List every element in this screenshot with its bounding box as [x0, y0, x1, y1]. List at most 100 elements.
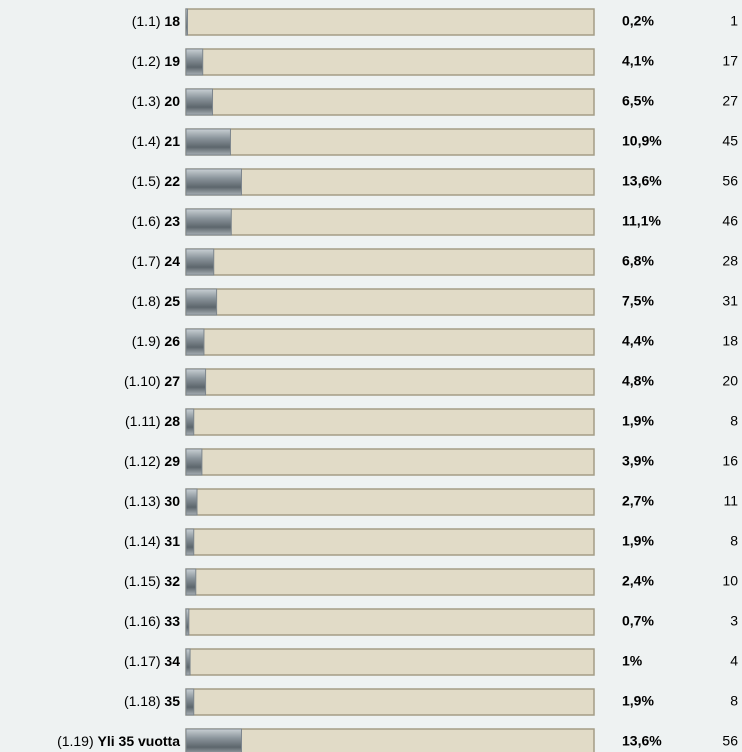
count-label: 3 — [730, 613, 738, 629]
row-code: (1.2) — [132, 53, 161, 69]
row-label: (1.3) 20 — [132, 93, 180, 109]
row-category: 34 — [164, 653, 180, 669]
bar — [185, 8, 188, 36]
count-label: 11 — [723, 493, 738, 509]
count-label: 17 — [722, 53, 738, 69]
bar-track — [185, 288, 595, 316]
value-label: 11,1% — [622, 213, 661, 229]
row-label: (1.6) 23 — [132, 213, 180, 229]
row-category: 35 — [164, 693, 180, 709]
row-label: (1.17) 34 — [124, 653, 180, 669]
value-label: 6,8% — [622, 253, 654, 269]
row-code: (1.11) — [125, 413, 161, 429]
row-code: (1.10) — [124, 373, 161, 389]
row-category: 19 — [164, 53, 180, 69]
row-category: 23 — [164, 213, 180, 229]
value-label: 13,6% — [622, 173, 662, 189]
count-label: 28 — [722, 253, 738, 269]
count-label: 8 — [730, 693, 738, 709]
row-label: (1.1) 18 — [132, 13, 180, 29]
bar-track — [185, 408, 595, 436]
bar-track — [185, 608, 595, 636]
count-label: 8 — [730, 533, 738, 549]
count-label: 8 — [730, 413, 738, 429]
row-code: (1.7) — [132, 253, 161, 269]
bar-track — [185, 88, 595, 116]
count-label: 16 — [722, 453, 738, 469]
bar-track — [185, 528, 595, 556]
row-category: 30 — [164, 493, 180, 509]
bar-track — [185, 248, 595, 276]
count-label: 31 — [722, 293, 738, 309]
bar — [185, 408, 195, 436]
row-category: 25 — [164, 293, 180, 309]
value-label: 1% — [622, 653, 643, 669]
row-category: 28 — [164, 413, 180, 429]
count-label: 20 — [722, 373, 738, 389]
row-label: (1.13) 30 — [124, 493, 180, 509]
row-label: (1.12) 29 — [124, 453, 180, 469]
bar — [185, 608, 190, 636]
row-code: (1.14) — [124, 533, 161, 549]
bar-track — [185, 328, 595, 356]
value-label: 10,9% — [622, 133, 662, 149]
row-label: (1.16) 33 — [124, 613, 180, 629]
bar-track — [185, 368, 595, 396]
value-label: 1,9% — [622, 533, 654, 549]
row-label: (1.11) 28 — [125, 413, 180, 429]
value-label: 3,9% — [622, 453, 654, 469]
bar-track — [185, 128, 595, 156]
row-label: (1.8) 25 — [132, 293, 180, 309]
value-label: 7,5% — [622, 293, 654, 309]
row-code: (1.12) — [124, 453, 161, 469]
row-category: 24 — [164, 253, 180, 269]
value-label: 0,7% — [622, 613, 654, 629]
row-code: (1.9) — [132, 333, 161, 349]
row-code: (1.15) — [124, 573, 161, 589]
row-category: 20 — [164, 93, 180, 109]
row-category: 18 — [164, 13, 180, 29]
bar — [185, 208, 232, 236]
row-category: 33 — [164, 613, 180, 629]
row-category: 27 — [164, 373, 180, 389]
count-label: 1 — [730, 13, 738, 29]
bar — [185, 528, 195, 556]
count-label: 18 — [722, 333, 738, 349]
row-category: 26 — [164, 333, 180, 349]
row-category: 21 — [164, 133, 180, 149]
bar — [185, 128, 231, 156]
row-label: (1.9) 26 — [132, 333, 180, 349]
bar — [185, 648, 191, 676]
row-category: 29 — [164, 453, 180, 469]
bar-track — [185, 208, 595, 236]
count-label: 45 — [722, 133, 738, 149]
bar-track — [185, 448, 595, 476]
bar — [185, 728, 242, 752]
bar — [185, 488, 198, 516]
bar — [185, 168, 242, 196]
row-code: (1.5) — [132, 173, 161, 189]
row-category: 22 — [164, 173, 180, 189]
value-label: 4,8% — [622, 373, 654, 389]
value-label: 4,1% — [622, 53, 654, 69]
bar — [185, 688, 195, 716]
bar — [185, 368, 207, 396]
row-label: (1.5) 22 — [132, 173, 180, 189]
value-label: 13,6% — [622, 733, 662, 749]
row-label: (1.19) Yli 35 vuotta — [57, 733, 180, 749]
bar-track — [185, 488, 595, 516]
row-code: (1.17) — [124, 653, 161, 669]
value-label: 2,4% — [622, 573, 654, 589]
bar — [185, 88, 214, 116]
bar-track — [185, 728, 595, 752]
row-category: Yli 35 vuotta — [98, 733, 181, 749]
row-category: 31 — [164, 533, 180, 549]
row-code: (1.13) — [124, 493, 161, 509]
bar — [185, 48, 204, 76]
row-code: (1.3) — [132, 93, 161, 109]
bar-track — [185, 8, 595, 36]
row-code: (1.8) — [132, 293, 161, 309]
row-code: (1.19) — [57, 733, 94, 749]
row-code: (1.1) — [132, 13, 161, 29]
bar-track — [185, 568, 595, 596]
